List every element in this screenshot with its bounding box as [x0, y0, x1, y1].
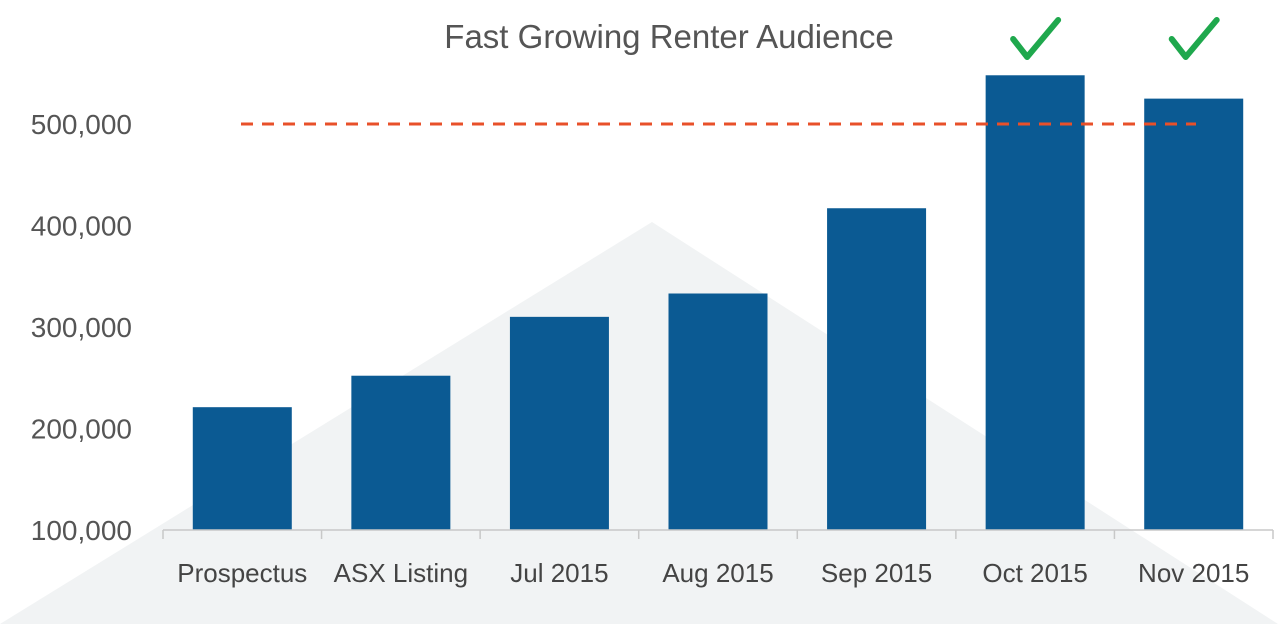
- checkmark-icon: [1168, 17, 1220, 60]
- x-axis-ticks: [162, 530, 1274, 539]
- x-tick-label: Oct 2015: [982, 558, 1088, 588]
- bar-nov-2015: [1144, 98, 1244, 530]
- bar-prospectus: [192, 407, 292, 530]
- x-tick-label: Prospectus: [177, 558, 307, 588]
- x-tick-label: Sep 2015: [821, 558, 932, 588]
- background-triangle: [0, 222, 1278, 624]
- bars: [192, 75, 1244, 530]
- y-axis-labels: 100,000 200,000 300,000 400,000 500,000: [31, 109, 132, 546]
- y-tick-label: 300,000: [31, 312, 132, 343]
- x-tick-label: ASX Listing: [334, 558, 468, 588]
- y-tick-label: 200,000: [31, 414, 132, 445]
- checkmark-icon: [1010, 17, 1062, 60]
- chart-title: Fast Growing Renter Audience: [444, 18, 893, 55]
- bar-sep-2015: [827, 208, 927, 530]
- y-tick-label: 500,000: [31, 109, 132, 140]
- x-axis-labels: Prospectus ASX Listing Jul 2015 Aug 2015 Sep…: [177, 558, 1249, 588]
- x-tick-label: Nov 2015: [1138, 558, 1249, 588]
- bar-oct-2015: [985, 75, 1085, 530]
- bar-aug-2015: [668, 293, 768, 530]
- y-tick-label: 400,000: [31, 211, 132, 242]
- bar-jul-2015: [509, 316, 609, 530]
- x-tick-label: Jul 2015: [510, 558, 608, 588]
- bar-asx-listing: [351, 375, 451, 530]
- checkmarks: [1010, 17, 1220, 60]
- y-tick-label: 100,000: [31, 515, 132, 546]
- x-tick-label: Aug 2015: [662, 558, 773, 588]
